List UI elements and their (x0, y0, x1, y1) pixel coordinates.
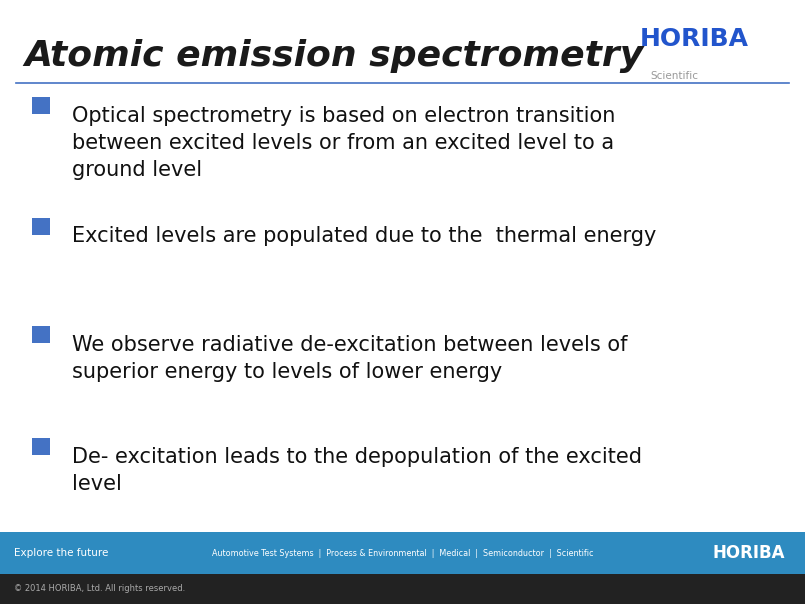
Text: Explore the future: Explore the future (14, 548, 109, 558)
Text: Atomic emission spectrometry: Atomic emission spectrometry (24, 39, 643, 73)
Text: HORIBA: HORIBA (640, 27, 749, 51)
FancyBboxPatch shape (0, 532, 805, 575)
Text: HORIBA: HORIBA (712, 544, 785, 562)
Text: De- excitation leads to the depopulation of the excited
level: De- excitation leads to the depopulation… (72, 447, 642, 494)
FancyBboxPatch shape (32, 217, 50, 234)
FancyBboxPatch shape (0, 574, 805, 604)
FancyBboxPatch shape (32, 97, 50, 114)
Text: We observe radiative de-excitation between levels of
superior energy to levels o: We observe radiative de-excitation betwe… (72, 335, 628, 382)
Text: Scientific: Scientific (650, 71, 699, 82)
FancyBboxPatch shape (32, 438, 50, 455)
Text: Excited levels are populated due to the  thermal energy: Excited levels are populated due to the … (72, 226, 657, 246)
Text: Optical spectrometry is based on electron transition
between excited levels or f: Optical spectrometry is based on electro… (72, 106, 616, 180)
Text: Automotive Test Systems  |  Process & Environmental  |  Medical  |  Semiconducto: Automotive Test Systems | Process & Envi… (212, 549, 593, 557)
FancyBboxPatch shape (32, 326, 50, 343)
Text: © 2014 HORIBA, Ltd. All rights reserved.: © 2014 HORIBA, Ltd. All rights reserved. (14, 585, 186, 593)
